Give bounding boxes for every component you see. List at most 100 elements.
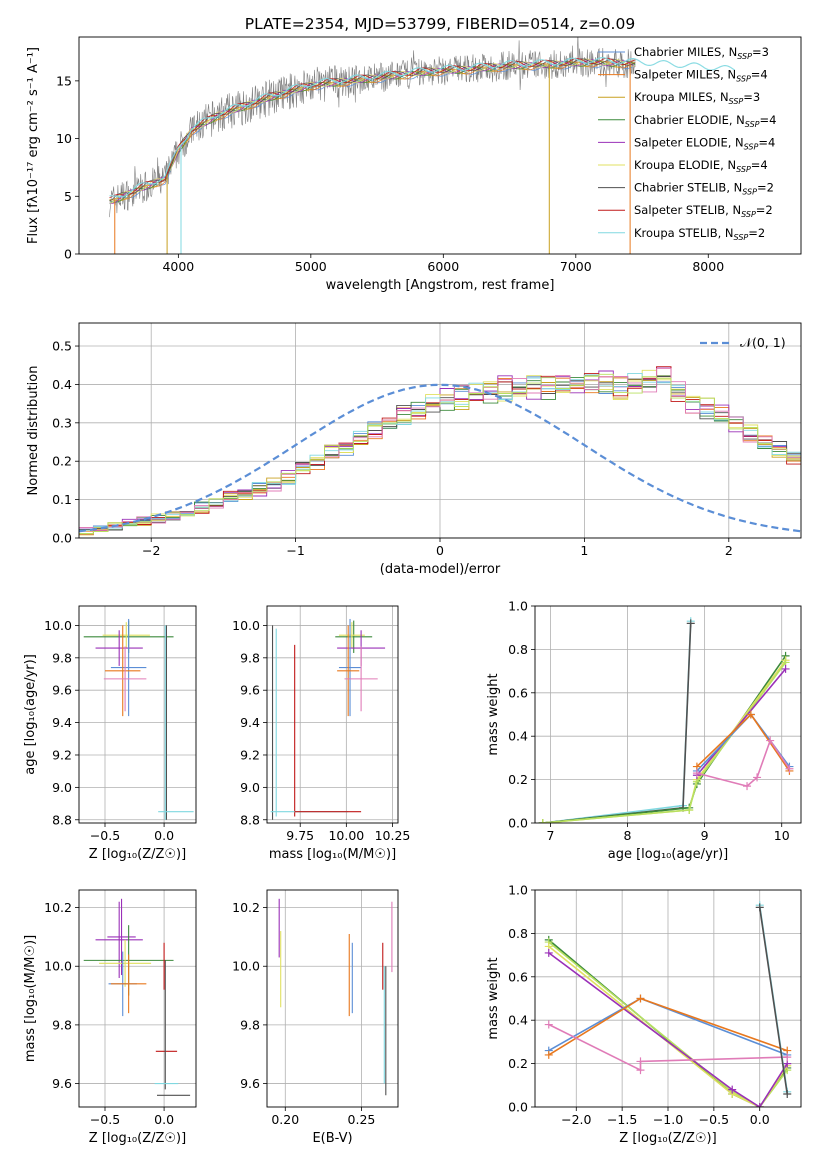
mass-vs-metallicity-panel: −0.5 0.0 9.6 9.8 10.0 10.2 Z [log₁₀(Z/Z☉)] mass… <box>23 889 197 1146</box>
y-tick-label: 0.8 <box>508 642 528 657</box>
gaussian-curve <box>79 383 801 533</box>
x-tick-label: 10 <box>774 828 790 843</box>
x-tick-label: 9.75 <box>286 828 314 843</box>
x-axis-label: Z [log₁₀(Z/Z☉)] <box>89 847 186 862</box>
x-tick-label: 0.0 <box>154 1112 174 1127</box>
observed-spectrum-line <box>109 37 636 218</box>
errorbar-point <box>107 898 136 976</box>
plot-area <box>535 606 801 823</box>
series-line <box>548 1023 788 1072</box>
y-tick-label: 10.0 <box>232 959 260 974</box>
series-marker <box>544 1050 553 1059</box>
series-marker <box>685 805 694 814</box>
series-marker <box>636 1066 645 1075</box>
plot-area <box>79 323 801 538</box>
series-marker <box>538 819 547 823</box>
x-tick-label: 10.25 <box>375 828 411 843</box>
x-axis-label: Z [log₁₀(Z/Z☉)] <box>89 1131 186 1146</box>
series-marker <box>728 1085 737 1094</box>
x-tick-label: 8000 <box>692 259 724 274</box>
x-axis-label: age [log₁₀(age/yr)] <box>608 847 729 862</box>
plot-area <box>267 890 398 1107</box>
figure-title: PLATE=2354, MJD=53799, FIBERID=0514, z=0… <box>245 15 635 33</box>
y-axis-label: mass weight <box>486 957 501 1039</box>
x-axis-label: wavelength [Angstrom, rest frame] <box>326 278 555 293</box>
errorbar-point <box>110 954 147 1014</box>
y-tick-label: 0.4 <box>508 1013 528 1028</box>
x-tick-label: 8 <box>624 828 632 843</box>
x-tick-label: −0.5 <box>90 828 120 843</box>
y-tick-label: 9.6 <box>52 683 72 698</box>
axes-frame <box>534 889 802 1108</box>
residual-histogram-panel: −2 −1 0 1 2 0.0 0.1 0.2 0.3 0.4 0.5 (data-model)/er… <box>26 322 802 577</box>
errorbar-point <box>338 622 365 649</box>
y-tick-label: 0.0 <box>508 816 528 831</box>
histogram-step <box>79 375 801 532</box>
y-tick-label: 15 <box>56 73 72 88</box>
errorbar-point <box>102 622 150 649</box>
y-tick-label: 9.6 <box>52 1076 72 1091</box>
plot-area <box>109 37 736 254</box>
series-line <box>758 907 788 1095</box>
age-vs-mass-panel: 9.75 10.00 10.25 8.8 9.0 9.2 9.4 9.6 9.8 10.0 mass… <box>232 605 411 862</box>
y-tick-label: 9.2 <box>240 747 260 762</box>
x-tick-label: 0.20 <box>271 1112 299 1127</box>
y-tick-label: 10.0 <box>44 618 72 633</box>
series-line <box>548 952 788 1107</box>
y-tick-label: 0.2 <box>508 1056 528 1071</box>
y-axis-label: age [log₁₀(age/yr)] <box>23 654 38 775</box>
x-axis-label: Z [log₁₀(Z/Z☉)] <box>619 1131 716 1146</box>
histogram-step <box>79 366 801 535</box>
series-marker <box>692 769 701 778</box>
y-tick-label: 5 <box>64 189 72 204</box>
y-tick-label: 0.5 <box>52 339 72 354</box>
y-tick-label: 0.4 <box>508 729 528 744</box>
x-tick-label: −2 <box>142 543 160 558</box>
series-marker <box>766 736 775 745</box>
y-tick-label: 9.4 <box>240 715 260 730</box>
y-tick-label: 9.8 <box>240 650 260 665</box>
series-line <box>542 621 692 823</box>
errorbar-point <box>99 939 152 987</box>
legend-label: Chabrier STELIB, NSSP=2 <box>634 181 774 197</box>
y-tick-label: 8.8 <box>52 812 72 827</box>
y-tick-label: 9.0 <box>52 780 72 795</box>
series-marker <box>743 782 752 791</box>
mass-weight-vs-metallicity-panel: −2.0 −1.5 −1.0 −0.5 0.0 0.0 0.2 0.4 0.6 0.8 1.0 Z [… <box>486 883 802 1146</box>
model-spectrum-line <box>109 61 636 201</box>
y-tick-label: 0.1 <box>52 492 72 507</box>
y-tick-label: 10.2 <box>44 900 72 915</box>
axes-frame <box>78 889 197 1108</box>
y-tick-label: 8.8 <box>240 812 260 827</box>
x-tick-label: −0.5 <box>90 1112 120 1127</box>
y-tick-label: 10 <box>56 131 72 146</box>
x-tick-label: −2.0 <box>561 1112 591 1127</box>
y-tick-label: 9.0 <box>240 780 260 795</box>
x-tick-label: −0.5 <box>699 1112 729 1127</box>
y-tick-label: 0.4 <box>52 377 72 392</box>
y-tick-label: 9.8 <box>52 1017 72 1032</box>
x-tick-label: 7 <box>546 828 554 843</box>
y-tick-label: 1.0 <box>508 883 528 898</box>
legend-label: Kroupa STELIB, NSSP=2 <box>634 226 765 242</box>
series-marker <box>783 1089 792 1098</box>
series-line <box>542 623 692 823</box>
series-line <box>542 661 787 823</box>
x-tick-label: −1.5 <box>607 1112 637 1127</box>
y-tick-label: 9.4 <box>52 715 72 730</box>
y-axis-label: Normed distribution <box>26 366 41 496</box>
series-marker <box>544 1020 553 1029</box>
series-line <box>542 655 787 823</box>
x-tick-label: 5000 <box>295 259 327 274</box>
model-spectrum-line <box>109 60 636 202</box>
axes-frame <box>266 605 399 824</box>
y-tick-label: 0.3 <box>52 415 72 430</box>
y-tick-label: 1.0 <box>508 599 528 614</box>
series-marker <box>544 948 553 957</box>
series-line <box>542 659 787 823</box>
y-tick-label: 10.0 <box>232 618 260 633</box>
histogram-step <box>79 368 801 531</box>
y-tick-label: 9.6 <box>240 683 260 698</box>
y-axis-label: Flux [fλ10⁻¹⁷ erg cm⁻² s⁻¹ A⁻¹] <box>26 47 41 244</box>
